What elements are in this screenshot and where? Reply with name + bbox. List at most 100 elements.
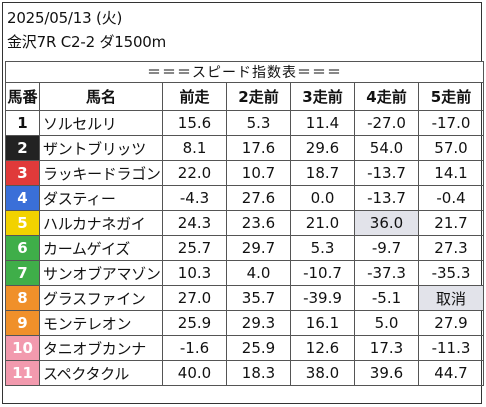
speed-index-cell: -27.0 xyxy=(354,110,419,136)
horse-number-cell: 3 xyxy=(5,160,40,186)
horse-name-cell: サンオブアマゾン xyxy=(39,260,163,286)
speed-index-cell: 25.9 xyxy=(162,310,227,336)
horse-name-cell: ダスティー xyxy=(39,185,163,211)
speed-index-cell: 5.3 xyxy=(226,110,291,136)
table-row: 5 ハルカナネガイ 24.3 23.6 21.0 36.0 21.7 xyxy=(5,210,484,236)
horse-number-cell: 8 xyxy=(5,285,40,311)
speed-index-cell: 0.0 xyxy=(290,185,355,211)
speed-index-cell: 21.7 xyxy=(418,210,484,236)
speed-index-cell: 23.6 xyxy=(226,210,291,236)
speed-index-cell: -13.7 xyxy=(354,185,419,211)
speed-index-cell: 29.3 xyxy=(226,310,291,336)
table-row: 9 モンテレオン 25.9 29.3 16.1 5.0 27.9 xyxy=(5,310,484,336)
speed-index-cell: 22.0 xyxy=(162,160,227,186)
col-header-3back: 3走前 xyxy=(290,82,355,111)
speed-index-cell: 24.3 xyxy=(162,210,227,236)
speed-index-cell: 40.0 xyxy=(162,360,227,386)
col-header-last: 前走 xyxy=(162,82,227,111)
speed-index-cell: 16.1 xyxy=(290,310,355,336)
speed-index-cell: 10.3 xyxy=(162,260,227,286)
horse-number-cell: 10 xyxy=(5,335,40,361)
speed-index-cell: 27.6 xyxy=(226,185,291,211)
table-row: 10 タニオブカンナ -1.6 25.9 12.6 17.3 -11.3 xyxy=(5,335,484,361)
speed-index-cell: 39.6 xyxy=(354,360,419,386)
speed-index-table: ＝＝＝スピード指数表＝＝＝ 馬番 馬名 前走 2走前 3走前 4走前 5走前 1… xyxy=(5,61,484,386)
speed-index-cell: -37.3 xyxy=(354,260,419,286)
table-row: 1 ソルセルリ 15.6 5.3 11.4 -27.0 -17.0 xyxy=(5,110,484,136)
table-row: 2 ザントブリッツ 8.1 17.6 29.6 54.0 57.0 xyxy=(5,135,484,161)
horse-number-cell: 9 xyxy=(5,310,40,336)
horse-name-cell: ラッキードラゴン xyxy=(39,160,163,186)
horse-number-cell: 4 xyxy=(5,185,40,211)
speed-index-card: 2025/05/13 (火) 金沢7R C2-2 ダ1500m ＝＝＝スピード指… xyxy=(2,2,484,404)
speed-index-cell: 10.7 xyxy=(226,160,291,186)
col-header-2back: 2走前 xyxy=(226,82,291,111)
speed-index-cell: -13.7 xyxy=(354,160,419,186)
col-header-number: 馬番 xyxy=(5,82,40,111)
horse-name-cell: スペクタクル xyxy=(39,360,163,386)
horse-number-cell: 1 xyxy=(5,110,40,136)
speed-index-cell: -17.0 xyxy=(418,110,484,136)
speed-index-cell: 18.7 xyxy=(290,160,355,186)
speed-index-cell: 44.7 xyxy=(418,360,484,386)
table-header-row: 馬番 馬名 前走 2走前 3走前 4走前 5走前 xyxy=(5,82,484,111)
horse-number-cell: 11 xyxy=(5,360,40,386)
horse-name-cell: ザントブリッツ xyxy=(39,135,163,161)
speed-index-cell: 取消 xyxy=(418,285,484,311)
speed-index-cell: 17.6 xyxy=(226,135,291,161)
horse-number-cell: 5 xyxy=(5,210,40,236)
speed-index-cell: 25.7 xyxy=(162,235,227,261)
horse-number-cell: 2 xyxy=(5,135,40,161)
speed-index-cell: -9.7 xyxy=(354,235,419,261)
speed-index-cell: 54.0 xyxy=(354,135,419,161)
speed-index-cell: -11.3 xyxy=(418,335,484,361)
speed-index-cell: 27.3 xyxy=(418,235,484,261)
speed-index-cell: 38.0 xyxy=(290,360,355,386)
speed-index-cell: 5.3 xyxy=(290,235,355,261)
speed-index-cell: 15.6 xyxy=(162,110,227,136)
horse-name-cell: モンテレオン xyxy=(39,310,163,336)
table-row: 7 サンオブアマゾン 10.3 4.0 -10.7 -37.3 -35.3 xyxy=(5,260,484,286)
speed-index-cell: -10.7 xyxy=(290,260,355,286)
col-header-5back: 5走前 xyxy=(418,82,484,111)
table-row: 6 カームゲイズ 25.7 29.7 5.3 -9.7 27.3 xyxy=(5,235,484,261)
horse-number-cell: 6 xyxy=(5,235,40,261)
speed-index-cell: 11.4 xyxy=(290,110,355,136)
speed-index-cell: 29.6 xyxy=(290,135,355,161)
speed-index-cell: 36.0 xyxy=(354,210,419,236)
horse-name-cell: タニオブカンナ xyxy=(39,335,163,361)
table-row: 11 スペクタクル 40.0 18.3 38.0 39.6 44.7 xyxy=(5,360,484,386)
horse-name-cell: ソルセルリ xyxy=(39,110,163,136)
speed-index-cell: 27.9 xyxy=(418,310,484,336)
speed-index-cell: 5.0 xyxy=(354,310,419,336)
speed-index-cell: 8.1 xyxy=(162,135,227,161)
horse-name-cell: グラスファイン xyxy=(39,285,163,311)
speed-index-cell: 17.3 xyxy=(354,335,419,361)
speed-index-cell: 35.7 xyxy=(226,285,291,311)
speed-index-cell: -0.4 xyxy=(418,185,484,211)
speed-index-cell: 14.1 xyxy=(418,160,484,186)
speed-index-cell: 12.6 xyxy=(290,335,355,361)
speed-index-cell: -5.1 xyxy=(354,285,419,311)
speed-index-cell: -39.9 xyxy=(290,285,355,311)
col-header-4back: 4走前 xyxy=(354,82,419,111)
horse-name-cell: カームゲイズ xyxy=(39,235,163,261)
speed-index-cell: 21.0 xyxy=(290,210,355,236)
speed-index-cell: -4.3 xyxy=(162,185,227,211)
race-date: 2025/05/13 (火) xyxy=(7,9,123,27)
speed-index-cell: -35.3 xyxy=(418,260,484,286)
table-row: 3 ラッキードラゴン 22.0 10.7 18.7 -13.7 14.1 xyxy=(5,160,484,186)
table-row: 8 グラスファイン 27.0 35.7 -39.9 -5.1 取消 xyxy=(5,285,484,311)
col-header-horse: 馬名 xyxy=(39,82,163,111)
speed-index-cell: 4.0 xyxy=(226,260,291,286)
speed-index-cell: -1.6 xyxy=(162,335,227,361)
table-banner: ＝＝＝スピード指数表＝＝＝ xyxy=(5,61,484,83)
horse-name-cell: ハルカナネガイ xyxy=(39,210,163,236)
table-banner-row: ＝＝＝スピード指数表＝＝＝ xyxy=(5,61,484,83)
speed-index-cell: 25.9 xyxy=(226,335,291,361)
speed-index-cell: 57.0 xyxy=(418,135,484,161)
speed-index-cell: 29.7 xyxy=(226,235,291,261)
speed-index-cell: 27.0 xyxy=(162,285,227,311)
table-row: 4 ダスティー -4.3 27.6 0.0 -13.7 -0.4 xyxy=(5,185,484,211)
speed-index-cell: 18.3 xyxy=(226,360,291,386)
